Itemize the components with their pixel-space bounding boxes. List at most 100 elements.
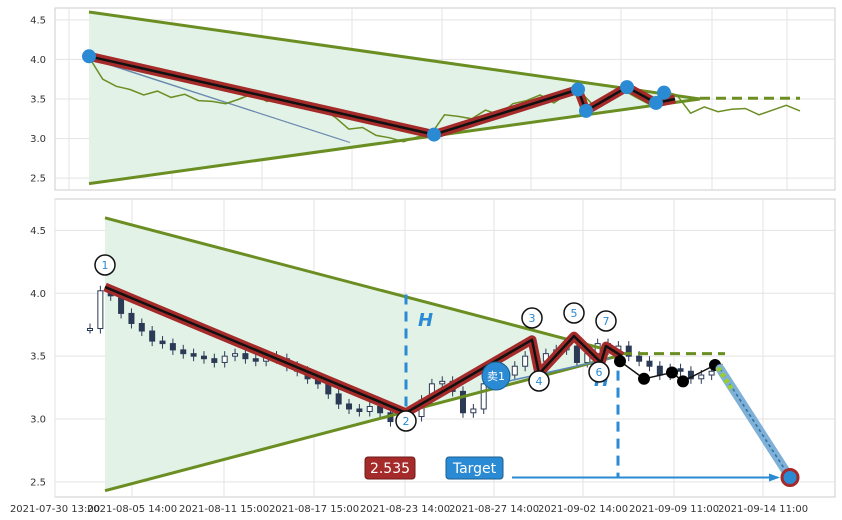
candle-body (459, 390, 466, 414)
candle-body (128, 312, 135, 324)
pivot-label-circle (563, 302, 585, 324)
post-breakout-point (666, 366, 678, 379)
x-tick-label: 2021-09-14 11:00 (718, 504, 808, 515)
candle-body (242, 353, 249, 360)
x-tick-label: 2021-09-02 14:00 (538, 504, 628, 515)
overview-upper-trendline (88, 10, 701, 101)
candle-body (211, 358, 218, 363)
overview-panel: 2.5 3.0 3.5 4.0 4.5 (30, 7, 836, 191)
overview-pivot-point (82, 49, 96, 64)
candle-body (356, 408, 363, 412)
overview-y-tick-label: 3.5 (30, 95, 46, 106)
pivot-label-circle (395, 410, 417, 432)
candle-body (470, 408, 477, 414)
candle-body (221, 355, 228, 363)
post-breakout-point (677, 375, 689, 388)
post-breakout-point (638, 372, 650, 385)
x-tick-label: 2021-08-27 14:00 (449, 504, 539, 515)
candle-body (573, 345, 580, 363)
candle-body (511, 365, 518, 376)
target-label: Target (452, 461, 497, 477)
x-tick-label: 2021-08-23 14:00 (360, 504, 450, 515)
x-tick-label: 2021-09-09 11:00 (629, 504, 719, 515)
overview-pivot-point (657, 85, 671, 100)
candle-body (138, 322, 145, 332)
target-point (780, 468, 800, 488)
candle-body (169, 343, 176, 351)
pivot-label: 1 (102, 259, 109, 272)
overview-thin-line (91, 58, 346, 142)
target-value-box (364, 456, 416, 480)
candle-body (677, 368, 684, 372)
overview-y-tick-label: 4.0 (30, 55, 46, 66)
zigzag-line (104, 285, 623, 415)
pivot-label: 3 (529, 312, 536, 325)
candle-body (346, 403, 353, 410)
y-tick-label: 3.0 (30, 415, 46, 426)
pivot-label-circle (521, 307, 543, 329)
x-tick-label: 2021-08-11 15:00 (179, 504, 269, 515)
overview-pivot-point (571, 82, 585, 97)
candle-body (636, 355, 643, 362)
x-tick-label: 2021-08-17 15:00 (269, 504, 359, 515)
overview-pivot-point (649, 95, 663, 110)
x-tick-label: 2021-07-30 13:00 (10, 504, 100, 515)
pattern-fill (105, 217, 622, 491)
pivot-label: 5 (571, 307, 578, 320)
overview-lower-trendline (88, 97, 701, 186)
candle-body (159, 340, 166, 345)
candle-body (656, 365, 663, 376)
overview-y-tick-label: 2.5 (30, 174, 46, 185)
y-tick-label: 4.0 (30, 289, 46, 300)
overview-price-line (88, 56, 801, 143)
target-label-box (445, 456, 504, 480)
y-tick-label: 3.5 (30, 352, 46, 363)
overview-pivot-point (579, 103, 593, 118)
pivot-label: 4 (536, 375, 543, 388)
candle-body (180, 349, 187, 355)
overview-pattern-fill (89, 12, 700, 184)
candle-body (232, 353, 239, 357)
candle-body (625, 345, 632, 357)
candle-body (87, 328, 93, 332)
target-value-label: 2.535 (370, 461, 410, 477)
candle-body (366, 405, 373, 412)
x-tick-label: 2021-08-05 14:00 (87, 504, 177, 515)
pivot-label-circle (528, 370, 550, 392)
target-arrowhead (769, 473, 780, 482)
candle-body (439, 380, 446, 385)
overview-pivot-point (620, 80, 634, 95)
candle-body (522, 355, 529, 367)
pivot-label-circle (588, 361, 610, 383)
candle-body (698, 374, 705, 380)
candle-body (97, 290, 104, 330)
candle-body (480, 383, 487, 410)
pivot-label-circle (595, 310, 617, 332)
candle-body (190, 353, 197, 357)
candle-body (149, 330, 156, 342)
candle-body (646, 360, 653, 367)
signal-guide-line (495, 357, 611, 385)
candle-body (252, 358, 259, 362)
pivot-label-circle (94, 254, 116, 276)
upper-trendline (104, 216, 623, 356)
pivot-label: 7 (603, 315, 610, 328)
pattern-height-label: H (418, 310, 433, 331)
overview-pivot-point (427, 127, 441, 142)
overview-y-tick-label: 4.5 (30, 15, 46, 26)
y-tick-label: 4.5 (30, 226, 46, 237)
projection-start-marker (715, 366, 736, 393)
y-tick-label: 2.5 (30, 477, 46, 488)
pivot-label: 2 (403, 415, 410, 428)
overview-y-tick-label: 3.0 (30, 134, 46, 145)
candle-body (687, 370, 694, 380)
post-breakout-point (614, 355, 626, 368)
sell-signal-marker (481, 361, 511, 391)
sell-signal-label: 卖1 (487, 370, 505, 383)
candle-body (708, 370, 715, 376)
pivot-label: 6 (596, 366, 603, 379)
candle-body (335, 393, 342, 405)
candle-body (200, 355, 207, 360)
